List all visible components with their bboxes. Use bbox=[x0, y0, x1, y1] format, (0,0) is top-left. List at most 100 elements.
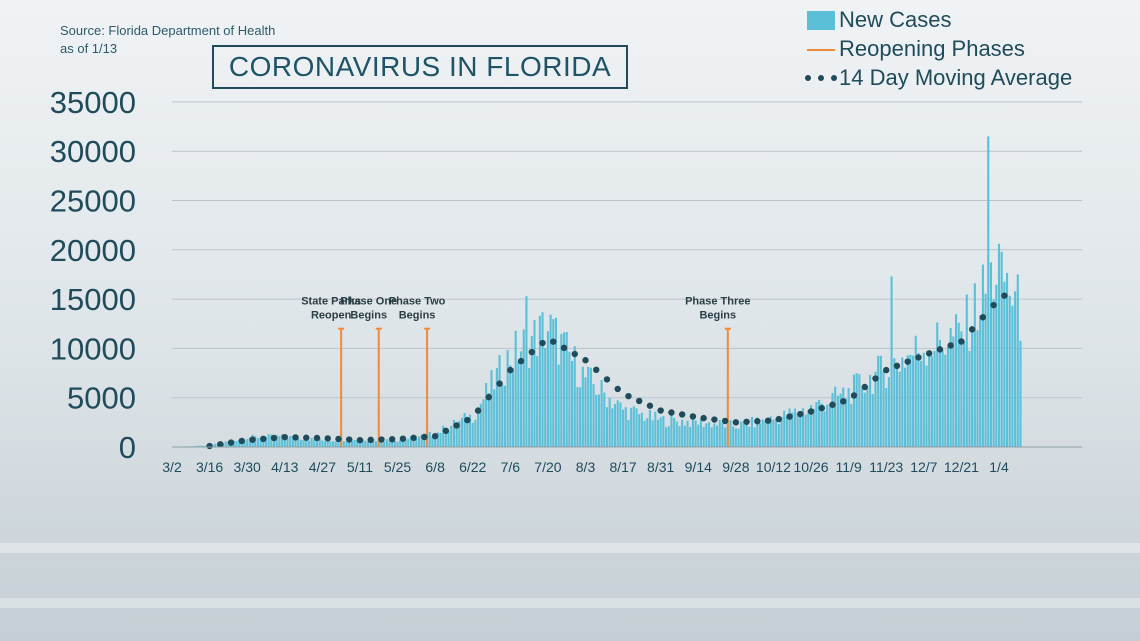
phase-label: Begins bbox=[699, 310, 736, 322]
new-cases-bar bbox=[289, 436, 292, 447]
new-cases-bar bbox=[780, 416, 783, 447]
moving-average-dot bbox=[346, 436, 353, 443]
new-cases-bar bbox=[503, 385, 506, 447]
moving-average-dot bbox=[474, 407, 482, 414]
background-band bbox=[0, 598, 1140, 608]
moving-average-dot bbox=[764, 417, 772, 424]
y-tick-label: 0 bbox=[119, 430, 136, 465]
moving-average-dot bbox=[571, 350, 578, 358]
new-cases-bar bbox=[525, 296, 528, 447]
moving-average-dot bbox=[979, 314, 987, 321]
moving-average-dot bbox=[378, 436, 385, 443]
x-tick-label: 9/14 bbox=[685, 459, 712, 475]
new-cases-bar bbox=[823, 411, 826, 447]
new-cases-bar bbox=[699, 418, 703, 447]
new-cases-bar bbox=[404, 439, 407, 447]
new-cases-bar bbox=[761, 419, 764, 447]
new-cases-bar bbox=[890, 276, 893, 447]
new-cases-bar bbox=[307, 440, 310, 447]
new-cases-bar bbox=[313, 439, 316, 447]
new-cases-bar bbox=[992, 299, 995, 447]
new-cases-bar bbox=[791, 412, 794, 447]
moving-average-dot bbox=[840, 398, 847, 405]
new-cases-bar bbox=[401, 439, 404, 447]
new-cases-bar bbox=[442, 425, 445, 447]
new-cases-bar bbox=[989, 262, 992, 447]
new-cases-bar bbox=[981, 264, 984, 447]
moving-average-dot bbox=[206, 442, 213, 450]
new-cases-bar bbox=[724, 427, 727, 447]
new-cases-bar bbox=[383, 441, 386, 447]
new-cases-bar bbox=[361, 439, 364, 447]
x-tick-label: 6/8 bbox=[425, 459, 445, 475]
new-cases-bar bbox=[286, 438, 289, 447]
new-cases-bar bbox=[533, 319, 536, 447]
y-tick-label: 30000 bbox=[50, 134, 136, 169]
new-cases-bar bbox=[1016, 274, 1019, 447]
moving-average-dot bbox=[528, 348, 535, 356]
phase-label: Phase Two bbox=[389, 296, 446, 308]
new-cases-bar bbox=[861, 388, 864, 447]
new-cases-bar bbox=[930, 356, 933, 447]
new-cases-bar bbox=[906, 355, 909, 447]
x-tick-label: 5/11 bbox=[347, 459, 373, 475]
new-cases-bar bbox=[742, 421, 745, 447]
new-cases-bar bbox=[235, 441, 238, 447]
new-cases-bar bbox=[581, 366, 584, 447]
y-tick-label: 5000 bbox=[67, 381, 136, 416]
new-cases-bar bbox=[750, 417, 754, 447]
new-cases-bar bbox=[702, 426, 705, 447]
new-cases-bar bbox=[732, 426, 735, 447]
new-cases-bar bbox=[238, 439, 241, 447]
x-tick-label: 4/27 bbox=[309, 459, 336, 475]
moving-average-dot bbox=[893, 362, 901, 370]
moving-average-dot bbox=[657, 407, 664, 414]
new-cases-bar bbox=[356, 440, 359, 447]
new-cases-bar bbox=[748, 426, 751, 447]
x-axis-ticks: 3/2 3/16 3/30 4/13 4/27 5/11 5/25 6/8 6/22 7/6 7/2… bbox=[162, 459, 1009, 475]
moving-average-dot bbox=[807, 408, 815, 415]
background-band bbox=[0, 543, 1140, 553]
new-cases-bar bbox=[520, 351, 523, 447]
new-cases-bar bbox=[450, 425, 453, 447]
moving-average-dot bbox=[292, 434, 299, 441]
new-cases-bar bbox=[764, 420, 767, 447]
moving-average-dot bbox=[464, 416, 471, 424]
new-cases-bar bbox=[624, 407, 627, 447]
new-cases-bar bbox=[686, 420, 689, 447]
new-cases-bar bbox=[337, 438, 340, 447]
moving-average-dot bbox=[367, 436, 374, 444]
new-cases-bar bbox=[283, 436, 286, 447]
new-cases-bar bbox=[796, 413, 799, 447]
new-cases-bar bbox=[616, 400, 619, 447]
new-cases-bar bbox=[938, 339, 941, 447]
new-cases-bar bbox=[852, 374, 856, 447]
new-cases-bar bbox=[224, 441, 227, 447]
new-cases-bar bbox=[788, 408, 791, 447]
new-cases-bar bbox=[315, 440, 319, 447]
y-tick-label: 35000 bbox=[50, 85, 136, 120]
new-cases-bar bbox=[493, 389, 496, 447]
new-cases-bar bbox=[745, 422, 748, 447]
new-cases-bar bbox=[332, 441, 335, 447]
x-tick-label: 12/21 bbox=[944, 459, 979, 475]
new-cases-bar bbox=[721, 422, 724, 447]
x-tick-label: 10/26 bbox=[794, 459, 829, 475]
moving-average-dot bbox=[678, 411, 686, 418]
moving-average-dot bbox=[539, 339, 546, 347]
new-cases-bar bbox=[737, 428, 740, 447]
new-cases-bar bbox=[248, 437, 251, 447]
new-cases-bar bbox=[917, 353, 920, 447]
new-cases-bar bbox=[651, 420, 654, 447]
new-cases-bar bbox=[310, 437, 313, 447]
moving-average-dot bbox=[861, 383, 868, 391]
new-cases-bar bbox=[775, 418, 778, 447]
new-cases-bar bbox=[979, 315, 982, 447]
new-cases-bar bbox=[452, 419, 455, 447]
new-cases-bar bbox=[573, 346, 576, 447]
new-cases-bar bbox=[783, 410, 786, 447]
y-tick-label: 15000 bbox=[50, 282, 136, 317]
new-cases-bar bbox=[909, 354, 912, 447]
new-cases-bar bbox=[847, 388, 850, 447]
